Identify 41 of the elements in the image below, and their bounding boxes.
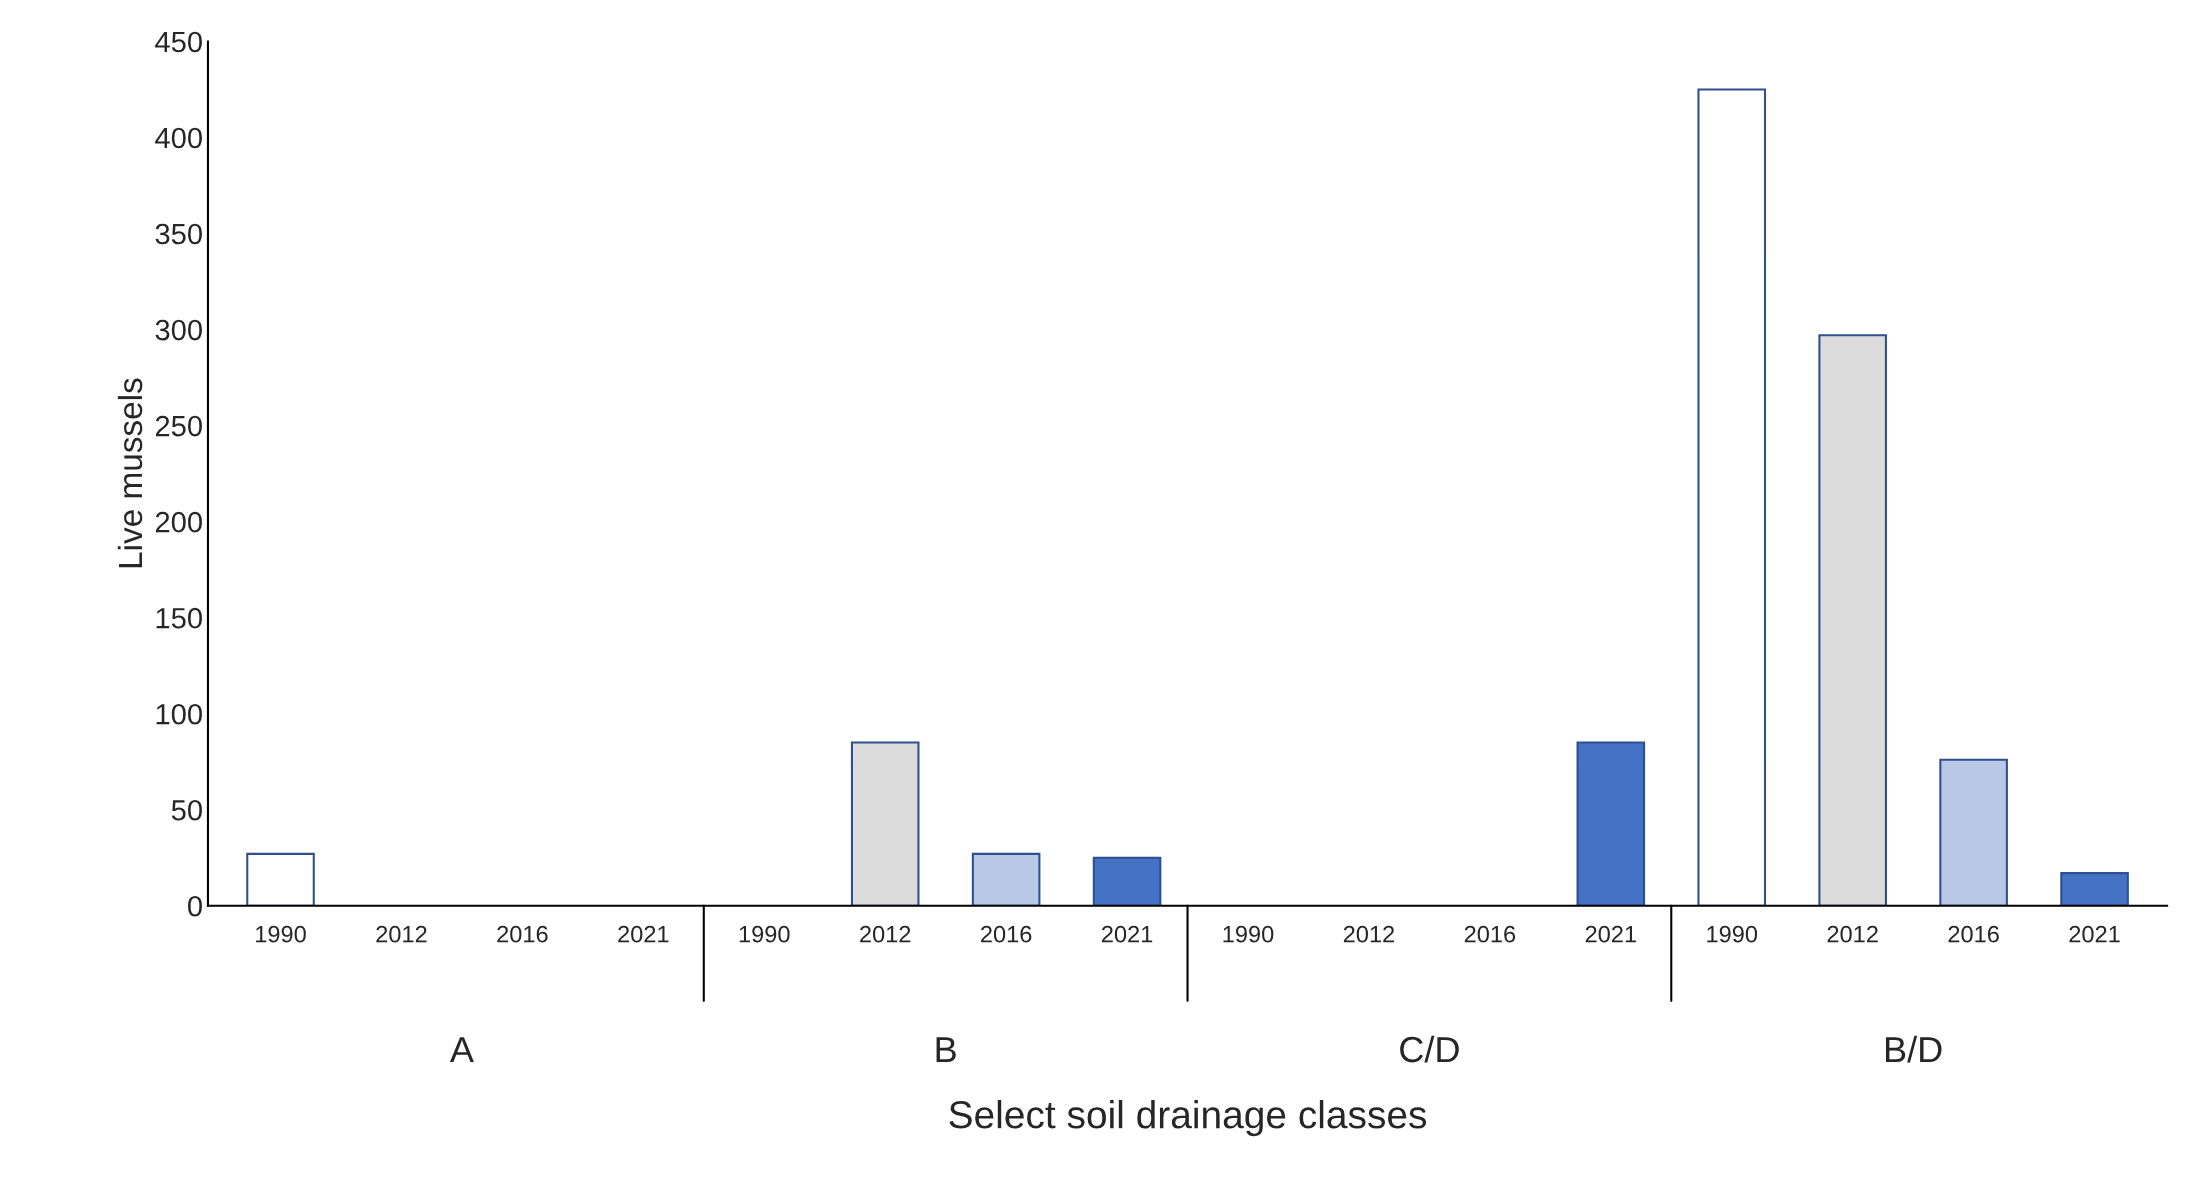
- x-tick-label: 2012: [1827, 925, 1878, 943]
- x-tick-label: 2021: [1101, 925, 1153, 943]
- y-tick-label: 0: [188, 895, 202, 917]
- bar: [1697, 88, 1767, 906]
- y-tick-label: 200: [155, 511, 202, 533]
- x-tick-label: 1990: [256, 925, 306, 943]
- bar: [1092, 856, 1162, 906]
- bar: [1576, 741, 1646, 906]
- x-axis-title: Select soil drainage classes: [949, 1099, 1427, 1137]
- y-tick-label: 100: [156, 703, 202, 725]
- bar: [850, 741, 920, 906]
- x-tick-label: 2021: [1585, 925, 1636, 943]
- y-tick-label: 150: [156, 607, 202, 629]
- x-tick-label: 2016: [981, 925, 1032, 943]
- bar: [971, 852, 1041, 906]
- bar: [2060, 872, 2129, 906]
- y-tick-label: 400: [155, 127, 202, 149]
- y-axis-title: Live mussels: [117, 378, 143, 568]
- bar: [1939, 758, 2008, 906]
- x-tick-label: 2012: [1343, 925, 1395, 943]
- y-tick-label: 450: [155, 31, 202, 53]
- x-tick-label: 2016: [1948, 925, 1999, 943]
- text: C/D: [1400, 1035, 1459, 1063]
- x-tick-label: 1990: [1223, 925, 1274, 943]
- x-tick-label: 2021: [2069, 925, 2120, 943]
- y-tick-label: 250: [155, 415, 202, 437]
- bar: [246, 852, 315, 906]
- y-tick-label: 50: [171, 799, 202, 821]
- x-tick-label: 2012: [376, 925, 427, 943]
- y-tick-label: 300: [155, 319, 202, 341]
- x-tick-label: 2016: [497, 925, 548, 943]
- x-tick-label: 2021: [618, 925, 669, 943]
- bar: [1818, 334, 1887, 906]
- text: B/D: [1886, 1035, 1942, 1063]
- x-tick-label: 1990: [739, 925, 790, 943]
- x-tick-label: 2012: [860, 925, 911, 943]
- text: B: [936, 1037, 956, 1063]
- y-tick-label: 350: [155, 223, 202, 245]
- x-tick-label: 2016: [1464, 925, 1516, 943]
- text: A: [449, 1037, 474, 1063]
- x-tick-label: 1990: [1707, 925, 1758, 943]
